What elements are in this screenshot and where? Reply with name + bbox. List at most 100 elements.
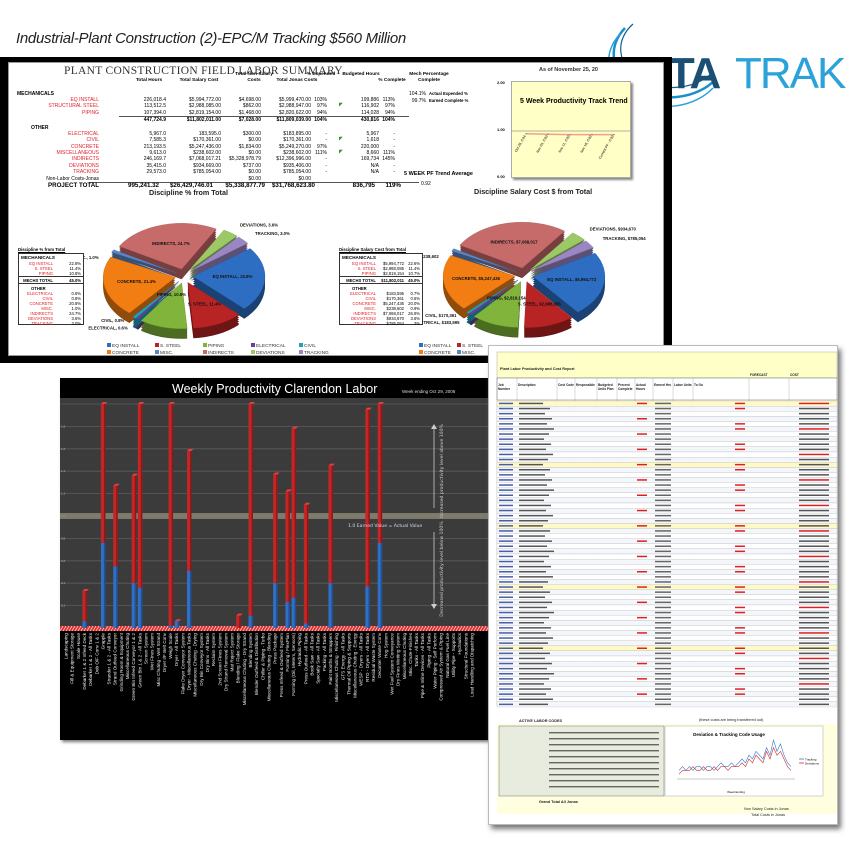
row-text-block xyxy=(499,683,513,685)
category-label: Wet Fines System xyxy=(150,633,155,670)
row-value-block xyxy=(799,489,829,491)
category-label: Blending System xyxy=(248,633,253,668)
legend-swatch xyxy=(457,350,461,354)
row-value-block xyxy=(735,428,745,430)
divider xyxy=(19,276,83,277)
panel-text-block xyxy=(549,786,659,788)
deviation-chart-title: Deviation & Tracking Code Usage xyxy=(693,732,765,737)
row-text-block xyxy=(519,657,545,660)
mini-table-cell: 11.4% xyxy=(69,266,81,271)
baseline-hatch xyxy=(197,625,202,632)
bar-upper-side xyxy=(331,465,333,584)
bar-top xyxy=(291,426,299,429)
report-column-header: Budgeted Units Plan xyxy=(598,383,614,391)
baseline-hatch xyxy=(410,625,415,632)
cell-complete: - xyxy=(393,168,395,175)
cell-salary: $170,361.00 xyxy=(193,137,221,144)
row-value-block xyxy=(655,428,671,430)
row-text-block xyxy=(519,407,550,410)
bar-upper-side xyxy=(368,409,370,587)
row-text-block xyxy=(519,423,547,425)
cell-budgeted: 5,967 xyxy=(366,131,379,137)
legend-item: TRACKING xyxy=(299,350,347,355)
bar-lower-side xyxy=(134,583,137,628)
category-label: Flake Dryer Conveyor System xyxy=(180,633,185,694)
row-value-block xyxy=(799,581,829,583)
category-label: Misc. Chute-Finishes xyxy=(408,632,413,676)
row-value-block xyxy=(799,474,829,476)
baseline-hatch xyxy=(239,625,244,632)
bar-upper-side xyxy=(306,504,309,624)
mini-table-cell: 22.8% xyxy=(69,261,81,266)
row-value-block xyxy=(799,438,829,440)
bar-lower-side xyxy=(190,570,192,628)
row-text-block xyxy=(499,698,513,700)
row-value-block xyxy=(799,443,829,445)
mini-table-cell: MISC. xyxy=(41,306,53,311)
category-label: Miscellaneous Chuting - Drying xyxy=(193,633,198,697)
mini-table-cell: 0.6% xyxy=(410,296,420,301)
row-value-block xyxy=(655,412,671,415)
legend-swatch xyxy=(155,343,159,347)
mech-pct-label: Actual Expended % xyxy=(429,91,468,96)
pie-slice-misc- xyxy=(111,249,177,273)
row-text-block xyxy=(519,555,549,558)
row-value-block xyxy=(735,545,745,547)
legend-swatch xyxy=(203,343,207,347)
row-value-block xyxy=(799,662,829,665)
row-text-block xyxy=(519,560,544,563)
row-text-block xyxy=(499,520,513,522)
mini-table-cell: 10.8% xyxy=(69,271,81,276)
row-text-block xyxy=(519,530,550,532)
row-value-block xyxy=(799,514,829,517)
row-value-block xyxy=(799,484,829,486)
row-value-block xyxy=(799,673,829,675)
baseline-hatch xyxy=(368,625,373,632)
row-value-block xyxy=(799,591,829,593)
cell-budgeted: 114,028 xyxy=(361,109,379,116)
baseline-hatch xyxy=(437,625,442,632)
row-text-block xyxy=(519,622,544,624)
row-value-block xyxy=(799,499,829,502)
bar-lower xyxy=(328,583,333,628)
y-tick-label: 1.8 xyxy=(61,424,66,428)
baseline-hatch xyxy=(134,625,139,632)
bar-top xyxy=(137,402,145,404)
bar-lower xyxy=(187,570,192,628)
bar-top xyxy=(236,613,243,616)
pie-slice-tracking xyxy=(190,236,249,272)
cell-budgeted: 116,902 xyxy=(361,103,379,110)
row-text-block xyxy=(499,647,513,649)
column-header: % Complete xyxy=(378,78,406,83)
bar-top xyxy=(174,619,182,622)
category-label: Hog System xyxy=(383,633,388,658)
baseline-hatch xyxy=(263,625,268,632)
baseline-hatch xyxy=(347,625,352,632)
cell-hours: 107,394.0 xyxy=(143,109,166,116)
baseline-hatch xyxy=(182,625,187,632)
row-value-block xyxy=(799,698,829,700)
cell-hours: 226,018.4 xyxy=(143,97,166,103)
mini-table-cell: CONCRETE xyxy=(29,301,54,306)
row-text-block xyxy=(519,402,543,405)
mini-table-section: OTHER xyxy=(352,286,367,291)
bar-upper xyxy=(168,404,174,626)
row-value-block xyxy=(799,678,829,680)
row-value-block xyxy=(799,693,829,695)
category-label: Forming (Oil, Meters, Sensors) xyxy=(291,633,296,696)
cell-complete: 94% xyxy=(384,109,395,116)
row-text-block xyxy=(519,581,548,583)
pie-slice-tracking xyxy=(531,240,594,272)
cell-salary: $2,988,085.00 xyxy=(189,103,221,110)
pie-slice-side xyxy=(111,252,177,276)
mini-table-cell: CIVIL xyxy=(42,296,53,301)
row-text-block xyxy=(519,550,554,553)
legend-item: MISC. xyxy=(155,350,203,355)
active-labor-panel xyxy=(498,725,665,797)
cell-expended: - xyxy=(325,156,327,163)
category-label: Dryer - All Tasks xyxy=(174,632,179,666)
report-header-band xyxy=(496,351,837,379)
panel-text-block xyxy=(549,738,659,740)
category-label: Grinding Room & Equipment xyxy=(119,632,124,691)
row-text-block xyxy=(519,688,551,690)
